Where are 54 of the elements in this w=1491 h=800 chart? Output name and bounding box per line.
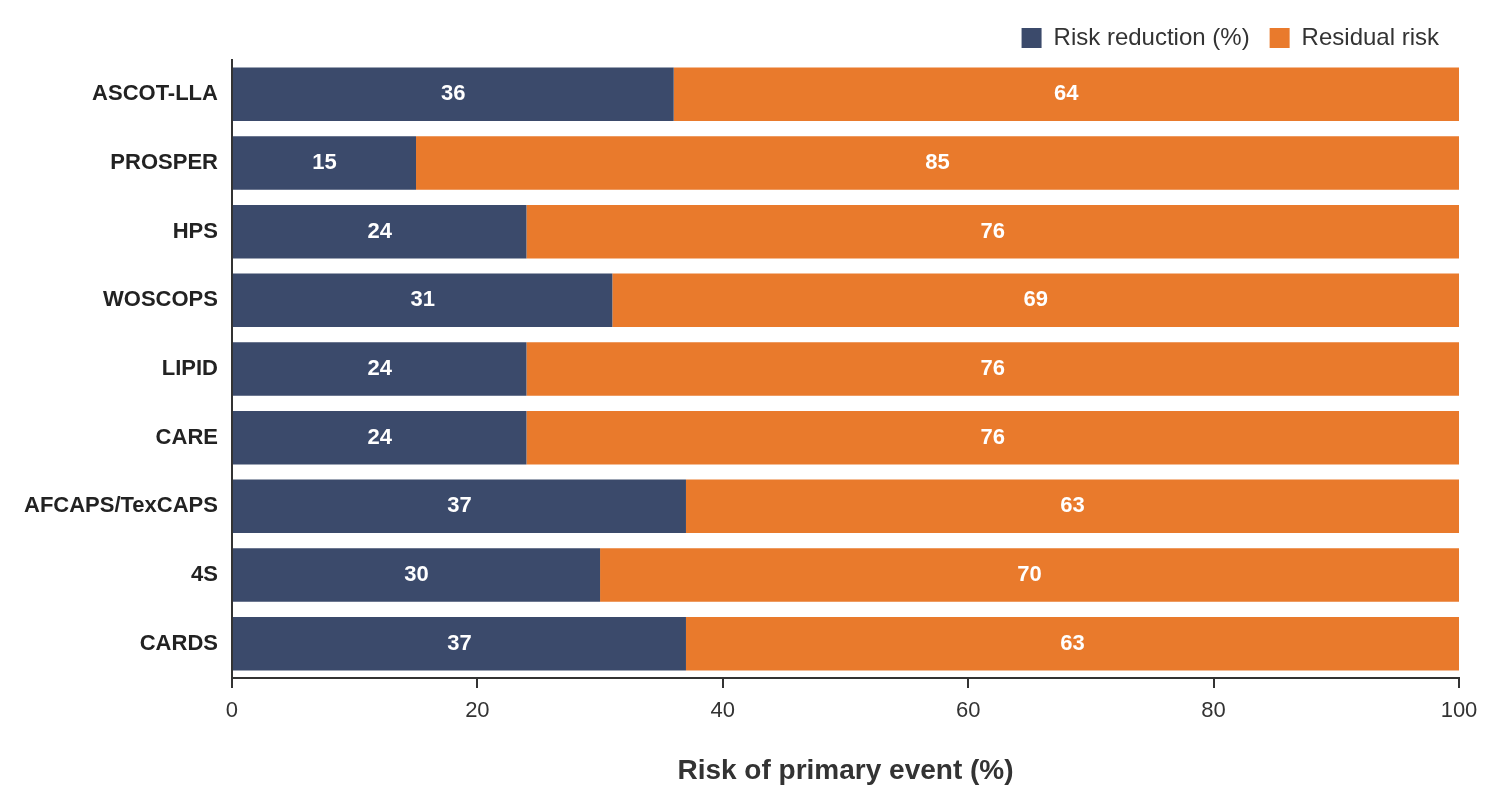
y-tick-label: PROSPER [110,149,219,175]
bar [232,204,527,259]
data-label: 15 [312,149,337,175]
x-tick-label: 100 [1440,697,1478,723]
legend-label: Residual risk [1301,22,1440,50]
bar [232,136,417,190]
bar [685,479,1459,534]
data-label: 63 [1060,492,1085,518]
x-axis-title: Risk of primary event (%) [677,753,1014,785]
bar [232,479,686,534]
y-tick-label: LIPID [161,355,218,381]
data-label: 64 [1054,80,1080,106]
data-label: 76 [980,217,1005,243]
data-label: 76 [980,423,1005,449]
data-label: 63 [1060,629,1085,655]
bar [600,548,1459,602]
bar [685,616,1459,671]
bar [232,342,527,396]
data-label: 31 [410,286,435,312]
x-tick-label: 40 [710,697,736,723]
bar [526,410,1459,465]
y-tick-label: AFCAPS/TexCAPS [23,492,218,518]
data-label: 85 [925,149,950,175]
legend-label: Risk reduction (%) [1053,22,1250,50]
y-tick-label: WOSCOPS [103,286,218,312]
bar [416,136,1459,190]
bar [612,273,1459,328]
y-tick-label: HPS [172,217,218,243]
data-label: 70 [1017,561,1042,587]
bar [232,410,527,465]
bar [526,204,1459,259]
bar [526,342,1459,396]
bar [673,67,1459,122]
data-label: 30 [404,561,429,587]
x-tick-label: 80 [1201,697,1226,723]
data-label: 24 [367,355,393,381]
bar [232,616,686,671]
y-tick-label: ASCOT-LLA [92,80,219,106]
y-tick-label: CARDS [139,629,218,655]
x-tick-label: 60 [955,697,981,723]
data-label: 37 [447,492,472,518]
bar [232,273,613,328]
y-tick-label: 4S [191,561,218,587]
x-tick-label: 0 [225,697,239,723]
x-tick-label: 20 [465,697,490,723]
bar [232,548,601,602]
bar [232,67,674,122]
data-label: 36 [441,80,466,106]
data-label: 24 [367,423,393,449]
y-tick-label: CARE [155,423,218,449]
data-label: 69 [1023,286,1048,312]
data-label: 24 [367,217,393,243]
data-label: 76 [980,355,1005,381]
data-label: 37 [447,629,472,655]
